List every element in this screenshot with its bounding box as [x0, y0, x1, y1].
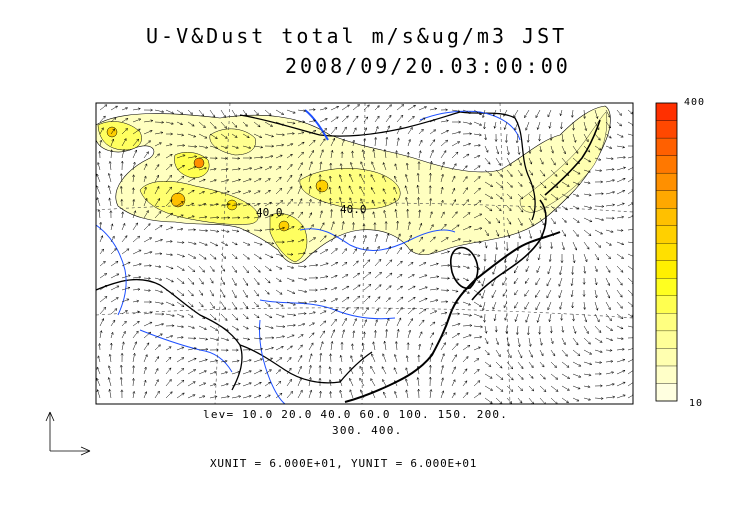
colorbar-frame — [655, 102, 678, 402]
colorbar-segment — [655, 190, 678, 209]
colorbar-segment — [655, 155, 678, 174]
colorbar-segment — [655, 102, 678, 121]
colorbar-min-label: 10 — [689, 398, 704, 409]
graticule — [96, 103, 633, 404]
title-text-1: U-V&Dust total m/s&ug/m3 JST — [146, 24, 568, 48]
coastline-china — [344, 231, 561, 403]
graticule-lon-2 — [361, 103, 366, 404]
colorbar-segment — [655, 120, 678, 139]
contour-label-1: 40.0 — [256, 206, 283, 219]
colorbar-segment — [655, 225, 678, 244]
graticule-lon-3 — [499, 103, 511, 404]
colorbar-segment — [655, 278, 678, 296]
colorbar-segment — [655, 260, 678, 279]
colorbar-max-label: 400 — [684, 97, 706, 108]
graticule-lat-1 — [96, 202, 633, 213]
river-ganges — [139, 329, 233, 373]
wind-arrow-field — [96, 104, 633, 404]
coastline-japan — [471, 119, 601, 301]
dust-core-5 — [106, 126, 118, 138]
colorbar-segment — [655, 243, 678, 261]
vector-units: XUNIT = 6.000E+01, YUNIT = 6.000E+01 — [210, 457, 478, 470]
chart-title-line2: 2008/09/20.03:00:00 — [285, 54, 571, 78]
river-mekong — [259, 319, 286, 404]
graticule-lon-1 — [214, 103, 231, 404]
colorbar-segment — [655, 137, 678, 156]
colorbar-segment — [655, 295, 678, 314]
border-russia — [459, 111, 536, 221]
graticule-lat-2 — [96, 307, 633, 319]
reference-vector — [45, 411, 91, 456]
colorbar — [655, 102, 678, 402]
dust-area-mid1 — [139, 181, 259, 225]
dust-core-1 — [170, 192, 186, 208]
dust-core-3 — [315, 179, 329, 193]
colorbar-segment — [655, 208, 678, 226]
colorbar-segment — [655, 313, 678, 332]
border-mongolia — [239, 111, 461, 137]
wind-vectors — [96, 104, 633, 404]
river-amur — [419, 110, 521, 141]
colorbar-segment — [655, 348, 678, 367]
coastline-korea — [449, 246, 479, 290]
river-yangtze — [259, 299, 396, 320]
contour-label-2: 40.0 — [340, 203, 367, 216]
colorbar-segment — [655, 365, 678, 384]
map-frame — [95, 102, 634, 405]
colorbar-segment — [655, 172, 678, 191]
dust-field — [96, 105, 611, 264]
colorbar-segment — [655, 383, 678, 402]
levels-line-2: 300. 400. — [332, 424, 403, 437]
dust-area-east — [519, 111, 607, 213]
colorbar-segment — [655, 330, 678, 349]
river-yellow — [299, 228, 456, 251]
lake-baikal — [304, 109, 329, 141]
river-indus — [96, 224, 127, 316]
border-southeast-asia — [239, 344, 373, 384]
levels-line-1: lev= 10.0 20.0 40.0 60.0 100. 150. 200. — [203, 408, 509, 421]
